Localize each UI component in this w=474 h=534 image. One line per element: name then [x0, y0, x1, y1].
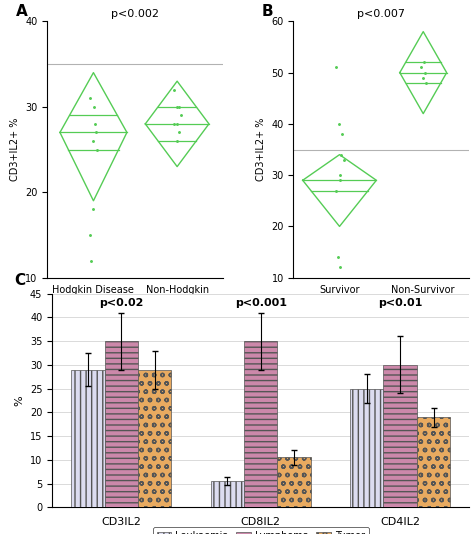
- Text: p<0.001: p<0.001: [235, 299, 287, 309]
- Title: p<0.007: p<0.007: [357, 9, 405, 19]
- Bar: [71, 370, 105, 507]
- Bar: [350, 389, 383, 507]
- Bar: [138, 370, 172, 507]
- Text: p<0.02: p<0.02: [99, 299, 144, 309]
- Y-axis label: CD3+IL2+ %: CD3+IL2+ %: [256, 118, 266, 181]
- Y-axis label: %: %: [14, 395, 24, 406]
- Bar: [383, 365, 417, 507]
- Legend: Leukaemia, Lymphoma, Tumor: Leukaemia, Lymphoma, Tumor: [153, 528, 369, 534]
- Text: B: B: [262, 4, 273, 19]
- Bar: [105, 341, 138, 507]
- Bar: [277, 458, 311, 507]
- Bar: [210, 481, 244, 507]
- Text: C: C: [15, 273, 26, 288]
- Bar: [417, 417, 450, 507]
- Title: p<0.002: p<0.002: [111, 9, 159, 19]
- Text: A: A: [16, 4, 27, 19]
- Text: p<0.01: p<0.01: [378, 299, 422, 309]
- Bar: [244, 341, 277, 507]
- Y-axis label: CD3+IL2+ %: CD3+IL2+ %: [10, 118, 20, 181]
